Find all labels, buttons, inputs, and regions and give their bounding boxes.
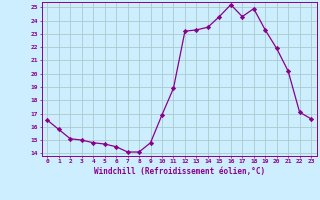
X-axis label: Windchill (Refroidissement éolien,°C): Windchill (Refroidissement éolien,°C) xyxy=(94,167,265,176)
